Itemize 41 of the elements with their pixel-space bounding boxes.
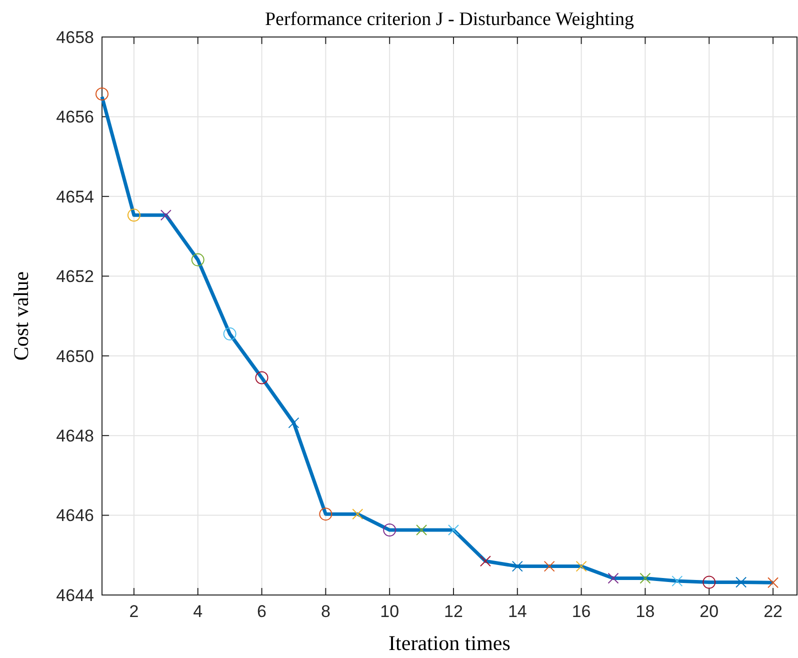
x-tick-label: 14 (508, 602, 527, 621)
y-tick-label: 4654 (56, 187, 94, 206)
point (383, 524, 396, 537)
point (352, 508, 364, 520)
y-axis-title: Cost value (9, 271, 33, 361)
point (702, 576, 716, 589)
point (736, 576, 747, 588)
point (160, 210, 172, 221)
point (96, 87, 108, 100)
x-tick-label: 20 (700, 602, 719, 621)
point (319, 508, 332, 521)
y-tick-label: 4648 (56, 426, 94, 446)
x-tick-label: 18 (636, 602, 655, 621)
point (608, 572, 619, 584)
point (576, 560, 587, 572)
point (512, 560, 523, 572)
point (223, 327, 236, 340)
point (672, 576, 683, 587)
point (640, 572, 651, 584)
x-tick-label: 2 (129, 602, 139, 621)
x-tick-label: 8 (320, 602, 330, 621)
point (255, 371, 268, 384)
x-tick-label: 6 (257, 602, 267, 621)
y-tick-label: 4644 (56, 586, 94, 605)
chart-title: Performance criterion J - Disturbance Weighting (264, 9, 635, 30)
point (448, 524, 459, 536)
y-tick-label: 4656 (56, 108, 94, 127)
x-tick-label: 12 (444, 602, 463, 621)
x-tick-label: 4 (193, 602, 203, 621)
y-tick-label: 4658 (56, 28, 94, 47)
y-tick-label: 4646 (56, 506, 94, 526)
x-axis-title: Iteration times (388, 631, 510, 655)
x-tick-label: 22 (764, 602, 782, 621)
point (288, 417, 300, 428)
y-tick-label: 4650 (56, 346, 94, 366)
point (191, 253, 204, 266)
y-tick-label: 4652 (56, 267, 94, 286)
x-tick-label: 16 (572, 602, 591, 621)
point (127, 208, 140, 222)
point (416, 524, 428, 536)
x-tick-label: 10 (380, 602, 400, 621)
